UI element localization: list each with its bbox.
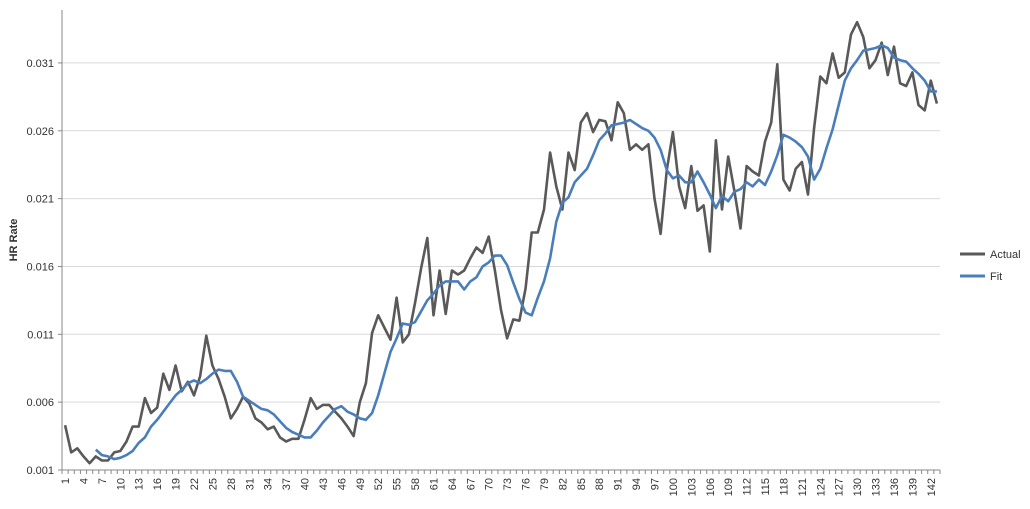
x-tick-label: 1 <box>60 478 72 484</box>
x-tick-label: 37 <box>281 478 293 490</box>
x-tick-label: 67 <box>465 478 477 490</box>
x-tick-label: 4 <box>78 478 90 484</box>
series-line-actual <box>63 20 939 465</box>
x-tick-label: 34 <box>263 478 275 490</box>
x-tick-label: 19 <box>171 478 183 490</box>
x-tick-label: 91 <box>613 478 625 490</box>
x-tick-label: 7 <box>97 478 109 484</box>
series-lines <box>63 20 939 465</box>
series-line-fit <box>94 44 937 461</box>
y-tick-label: 0.026 <box>26 126 54 138</box>
x-tick-label: 82 <box>557 478 569 490</box>
x-tick-label: 43 <box>318 478 330 490</box>
y-axis-title: HR Rate <box>8 219 20 262</box>
x-tick-label: 118 <box>778 478 790 496</box>
legend-label-actual: Actual <box>990 249 1021 261</box>
y-tick-label: 0.021 <box>26 194 54 206</box>
x-tick-label: 97 <box>649 478 661 490</box>
y-tick-label: 0.031 <box>26 58 54 70</box>
x-axis-ticks: 1 4 7 10 13 16 19 22 25 28 31 34 37 40 43 46 49 52 55 58 61 6… <box>60 470 941 496</box>
x-tick-label: 28 <box>226 478 238 490</box>
gridlines <box>62 62 940 403</box>
x-tick-label: 139 <box>907 478 919 496</box>
x-tick-label: 76 <box>521 478 533 490</box>
y-tick-label: 0.001 <box>26 465 54 477</box>
x-tick-label: 58 <box>410 478 422 490</box>
y-tick-label: 0.011 <box>27 329 54 341</box>
x-tick-label: 130 <box>852 478 864 496</box>
x-tick-label: 73 <box>502 478 514 490</box>
x-tick-label: 106 <box>705 478 717 496</box>
legend-label-fit: Fit <box>990 271 1002 283</box>
x-tick-label: 79 <box>539 478 551 490</box>
x-tick-label: 133 <box>871 478 883 496</box>
x-tick-label: 109 <box>723 478 735 496</box>
x-tick-label: 112 <box>742 478 754 496</box>
x-tick-label: 49 <box>355 478 367 490</box>
x-tick-label: 16 <box>152 478 164 490</box>
x-tick-label: 121 <box>797 478 809 496</box>
x-tick-label: 88 <box>594 478 606 490</box>
x-tick-label: 13 <box>134 478 146 490</box>
x-tick-label: 103 <box>686 478 698 496</box>
x-tick-label: 25 <box>207 478 219 490</box>
x-tick-label: 40 <box>300 478 312 490</box>
x-tick-label: 127 <box>834 478 846 496</box>
y-axis-ticks: 0.001 0.006 0.011 0.016 0.021 0.026 0.031 <box>26 58 62 477</box>
legend: Actual Fit <box>960 249 1021 283</box>
x-tick-label: 142 <box>926 478 938 496</box>
x-tick-label: 70 <box>484 478 496 490</box>
x-tick-label: 115 <box>760 478 772 496</box>
y-tick-label: 0.006 <box>26 397 54 409</box>
x-tick-label: 136 <box>889 478 901 496</box>
x-tick-label: 10 <box>115 478 127 490</box>
x-tick-label: 55 <box>392 478 404 490</box>
x-tick-label: 100 <box>668 478 680 496</box>
x-tick-label: 64 <box>447 478 459 490</box>
x-tick-label: 52 <box>373 478 385 490</box>
x-tick-label: 46 <box>336 478 348 490</box>
x-tick-label: 124 <box>815 478 827 496</box>
x-tick-label: 31 <box>244 478 256 490</box>
y-tick-label: 0.016 <box>26 261 54 273</box>
x-tick-label: 22 <box>189 478 201 490</box>
x-tick-label: 61 <box>428 478 440 490</box>
x-tick-label: 94 <box>631 478 643 490</box>
x-tick-label: 85 <box>576 478 588 490</box>
